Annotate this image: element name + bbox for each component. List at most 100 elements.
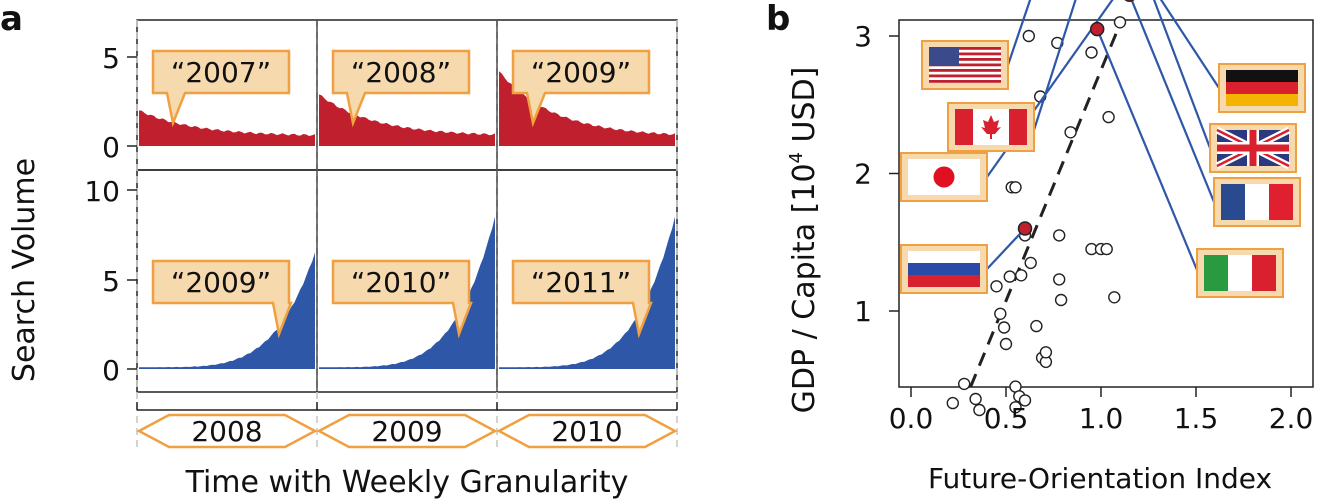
panel-b-ylabel-sup: 4 <box>786 152 807 163</box>
scatter-point <box>1102 110 1115 124</box>
year-hex-2010 <box>496 413 678 449</box>
scatter-point <box>1015 269 1028 282</box>
panel-a-xlabel: Time with Weekly Granularity <box>185 465 629 500</box>
year-hex-2009 <box>316 413 498 449</box>
scatter-point <box>1052 229 1066 242</box>
scatter-point <box>973 403 986 417</box>
panel-b-ylabel: GDP / Capita [104 USD] <box>786 67 822 414</box>
highlight-point-france <box>1124 0 1135 2</box>
bottom-ytick-label-10: 10 <box>84 175 120 208</box>
bottom-ytick-label-0: 0 <box>102 354 120 387</box>
bottom-area-3 <box>499 216 675 369</box>
bottom-ytick-label-5: 5 <box>102 265 120 298</box>
top-callout-2-label: “2008” <box>351 56 451 89</box>
year-hexagons: 2008 2009 2010 <box>136 413 678 449</box>
highlight-point-russia <box>1017 221 1033 236</box>
top-plot-frame <box>136 19 678 171</box>
flag-france <box>1213 177 1301 227</box>
year-label-2009: 2009 <box>371 415 442 448</box>
ytick-label-2: 3 <box>854 20 872 53</box>
usa-flag-icon <box>929 47 1001 83</box>
bottom-plot-frame <box>136 169 678 393</box>
highlighted-points <box>1017 0 1135 236</box>
trend-line-group <box>969 19 1124 388</box>
connector-usa <box>1006 0 1032 66</box>
top-callouts: “2007” “2008” “2009” <box>151 49 651 128</box>
scatter-point <box>999 337 1013 351</box>
xtick-label-2: 1.0 <box>1079 402 1124 435</box>
top-area-3 <box>499 71 675 146</box>
year-label-2008: 2008 <box>191 415 262 448</box>
scatter-point <box>1039 346 1053 359</box>
bottom-area-2 <box>319 216 495 369</box>
scatter-point <box>1113 16 1127 29</box>
scatter-point <box>994 307 1007 320</box>
scatter-point <box>958 377 971 391</box>
panel-b-xlabel: Future-Orientation Index <box>928 462 1272 495</box>
connector-russia <box>986 227 1026 270</box>
scatter-point <box>1022 29 1036 43</box>
panel-a: a Search Volume 5 0 10 5 0 “2007” “2008” “… <box>0 0 678 500</box>
top-callout-3-label: “2009” <box>531 56 631 89</box>
scatter-point <box>1030 319 1043 333</box>
scatter-point <box>1024 256 1037 270</box>
scatter-point <box>1085 46 1098 59</box>
top-callout-1-bubble <box>151 49 291 128</box>
italy-flag-icon <box>1204 255 1276 291</box>
flag-germany <box>1218 63 1306 113</box>
germany-flag-icon <box>1226 70 1298 106</box>
panel-a-ylabel: Search Volume <box>7 158 42 382</box>
top-ytick-label-0: 0 <box>102 131 120 164</box>
scatter-point <box>1064 126 1077 139</box>
scatter-point <box>997 321 1011 334</box>
trend-line <box>969 19 1124 388</box>
top-y-axis: 5 0 <box>102 42 137 164</box>
scatter-axes: 0.00.51.01.52.01234 <box>854 20 1313 435</box>
xtick-label-0: 0.0 <box>889 402 934 435</box>
scatter-point <box>990 280 1003 293</box>
bottom-callout-1-bubble <box>151 259 293 339</box>
top-callout-1-label: “2007” <box>171 56 271 89</box>
flag-usa <box>921 40 1009 90</box>
year-hex-2008 <box>136 413 318 449</box>
bottom-area-1 <box>139 252 315 369</box>
scatter-points <box>946 16 1127 417</box>
top-callout-3-bubble <box>511 49 651 128</box>
scatter-point <box>1009 401 1022 414</box>
flag-japan <box>900 152 988 202</box>
xtick-label-1: 0.5 <box>984 402 1029 435</box>
canada-flag-icon <box>955 109 1027 145</box>
scatter-point <box>1003 270 1016 283</box>
country-flags <box>900 40 1306 298</box>
panel-b-ylabel-main: GDP / Capita [10 <box>787 163 822 413</box>
scatter-point <box>969 392 982 406</box>
bottom-area-series <box>139 216 675 369</box>
connector-uk <box>1152 0 1212 149</box>
scatter-frame <box>898 19 1314 388</box>
flag-italy <box>1196 248 1284 298</box>
xtick-label-3: 1.5 <box>1174 402 1219 435</box>
scatter-point <box>1018 394 1032 407</box>
scatter-point <box>1009 181 1022 194</box>
bottom-callout-1-label: “2009” <box>171 266 271 299</box>
scatter-point <box>946 396 959 410</box>
top-callout-2-bubble <box>331 49 471 128</box>
bottom-callout-2-bubble <box>331 259 473 339</box>
panel-b: b GDP / Capita [104 USD] 0.0 0.5 1.0 1.5 2.0… <box>766 0 1314 495</box>
flag-russia <box>900 244 988 294</box>
top-ytick-label-5: 5 <box>102 42 120 75</box>
ytick-label-1: 2 <box>854 158 872 191</box>
scatter-point <box>1052 273 1066 286</box>
time-axis: 2008 2009 2010 <box>136 402 678 449</box>
bottom-callout-3-label: “2011” <box>531 266 631 299</box>
connector-italy <box>1096 28 1199 271</box>
year-dividers <box>136 20 678 448</box>
bottom-y-axis: 10 5 0 <box>84 175 137 387</box>
flag-uk <box>1209 123 1297 173</box>
panel-b-ylabel-end: USD] <box>787 67 822 152</box>
france-flag-icon <box>1221 184 1293 220</box>
japan-flag-icon <box>908 159 980 195</box>
connector-france <box>1130 0 1216 203</box>
year-label-2010: 2010 <box>551 415 622 448</box>
